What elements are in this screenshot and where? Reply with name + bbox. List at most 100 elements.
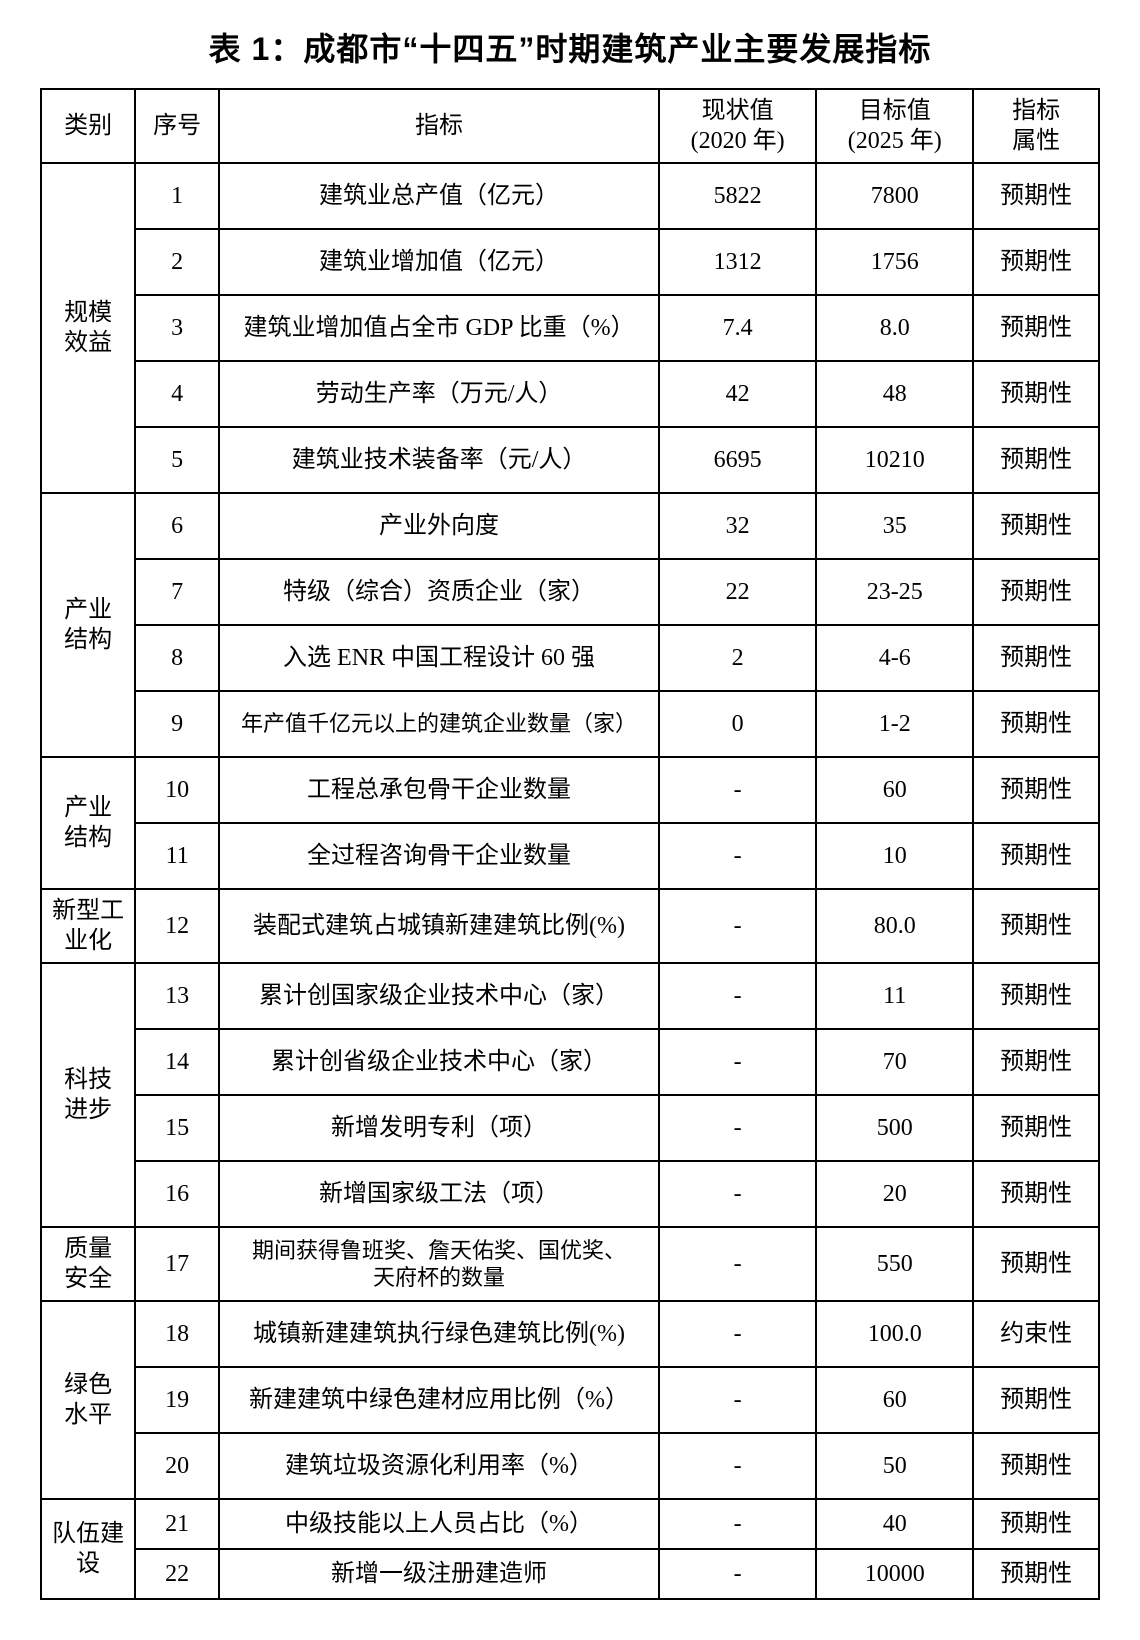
category-cell: 队伍建设 [41, 1499, 135, 1599]
value2020-cell: - [659, 1367, 816, 1433]
attr-cell: 预期性 [973, 361, 1099, 427]
table-title: 表 1：成都市“十四五”时期建筑产业主要发展指标 [40, 24, 1100, 70]
value2025-cell: 10210 [816, 427, 973, 493]
index-cell: 2 [135, 229, 219, 295]
value2025-cell: 80.0 [816, 889, 973, 963]
value2020-cell: 42 [659, 361, 816, 427]
table-body: 规模效益1建筑业总产值（亿元）58227800预期性2建筑业增加值（亿元）131… [41, 163, 1099, 1599]
index-cell: 15 [135, 1095, 219, 1161]
value2025-cell: 500 [816, 1095, 973, 1161]
table-row: 7特级（综合）资质企业（家）2223-25预期性 [41, 559, 1099, 625]
value2025-cell: 35 [816, 493, 973, 559]
value2025-cell: 8.0 [816, 295, 973, 361]
table-row: 质量安全17期间获得鲁班奖、詹天佑奖、国优奖、天府杯的数量-550预期性 [41, 1227, 1099, 1301]
col-metric: 指标 [219, 89, 659, 163]
value2020-cell: - [659, 1095, 816, 1161]
table-row: 14累计创省级企业技术中心（家）-70预期性 [41, 1029, 1099, 1095]
category-cell: 质量安全 [41, 1227, 135, 1301]
attr-cell: 预期性 [973, 691, 1099, 757]
metric-cell: 建筑业增加值占全市 GDP 比重（%） [219, 295, 659, 361]
metric-cell: 累计创国家级企业技术中心（家） [219, 963, 659, 1029]
metric-cell: 新建建筑中绿色建材应用比例（%） [219, 1367, 659, 1433]
category-cell: 规模效益 [41, 163, 135, 493]
metric-cell: 全过程咨询骨干企业数量 [219, 823, 659, 889]
value2020-cell: - [659, 1029, 816, 1095]
value2020-cell: 5822 [659, 163, 816, 229]
index-cell: 5 [135, 427, 219, 493]
value2025-cell: 60 [816, 757, 973, 823]
metric-cell: 入选 ENR 中国工程设计 60 强 [219, 625, 659, 691]
value2020-cell: 32 [659, 493, 816, 559]
value2025-cell: 20 [816, 1161, 973, 1227]
table-row: 科技进步13累计创国家级企业技术中心（家）-11预期性 [41, 963, 1099, 1029]
table-header-row: 类别 序号 指标 现状值(2020 年) 目标值(2025 年) 指标属性 [41, 89, 1099, 163]
table-row: 2建筑业增加值（亿元）13121756预期性 [41, 229, 1099, 295]
index-cell: 3 [135, 295, 219, 361]
attr-cell: 预期性 [973, 427, 1099, 493]
category-cell: 新型工业化 [41, 889, 135, 963]
value2020-cell: 2 [659, 625, 816, 691]
attr-cell: 预期性 [973, 1161, 1099, 1227]
table-row: 产业结构10工程总承包骨干企业数量-60预期性 [41, 757, 1099, 823]
value2025-cell: 7800 [816, 163, 973, 229]
value2025-cell: 40 [816, 1499, 973, 1549]
attr-cell: 预期性 [973, 625, 1099, 691]
value2020-cell: - [659, 1549, 816, 1599]
table-row: 8入选 ENR 中国工程设计 60 强24-6预期性 [41, 625, 1099, 691]
index-cell: 9 [135, 691, 219, 757]
index-cell: 19 [135, 1367, 219, 1433]
table-row: 5建筑业技术装备率（元/人）669510210预期性 [41, 427, 1099, 493]
table-row: 15新增发明专利（项）-500预期性 [41, 1095, 1099, 1161]
value2025-cell: 48 [816, 361, 973, 427]
metric-cell: 特级（综合）资质企业（家） [219, 559, 659, 625]
metric-cell: 城镇新建建筑执行绿色建筑比例(%) [219, 1301, 659, 1367]
index-cell: 7 [135, 559, 219, 625]
attr-cell: 预期性 [973, 823, 1099, 889]
metric-cell: 产业外向度 [219, 493, 659, 559]
value2020-cell: - [659, 1301, 816, 1367]
index-cell: 13 [135, 963, 219, 1029]
value2020-cell: 22 [659, 559, 816, 625]
value2025-cell: 1756 [816, 229, 973, 295]
metric-cell: 期间获得鲁班奖、詹天佑奖、国优奖、天府杯的数量 [219, 1227, 659, 1301]
metric-cell: 建筑业技术装备率（元/人） [219, 427, 659, 493]
col-value2025: 目标值(2025 年) [816, 89, 973, 163]
value2020-cell: 0 [659, 691, 816, 757]
metric-cell: 建筑业增加值（亿元） [219, 229, 659, 295]
attr-cell: 预期性 [973, 1499, 1099, 1549]
value2020-cell: - [659, 757, 816, 823]
table-row: 新型工业化12装配式建筑占城镇新建建筑比例(%)-80.0预期性 [41, 889, 1099, 963]
attr-cell: 预期性 [973, 1095, 1099, 1161]
value2025-cell: 50 [816, 1433, 973, 1499]
metric-cell: 装配式建筑占城镇新建建筑比例(%) [219, 889, 659, 963]
table-row: 11全过程咨询骨干企业数量-10预期性 [41, 823, 1099, 889]
index-cell: 6 [135, 493, 219, 559]
value2020-cell: 7.4 [659, 295, 816, 361]
value2025-cell: 11 [816, 963, 973, 1029]
index-cell: 21 [135, 1499, 219, 1549]
index-cell: 10 [135, 757, 219, 823]
attr-cell: 预期性 [973, 1367, 1099, 1433]
attr-cell: 预期性 [973, 493, 1099, 559]
index-cell: 20 [135, 1433, 219, 1499]
index-cell: 22 [135, 1549, 219, 1599]
attr-cell: 预期性 [973, 229, 1099, 295]
metric-cell: 中级技能以上人员占比（%） [219, 1499, 659, 1549]
value2025-cell: 23-25 [816, 559, 973, 625]
index-cell: 1 [135, 163, 219, 229]
index-cell: 12 [135, 889, 219, 963]
indicators-table: 类别 序号 指标 现状值(2020 年) 目标值(2025 年) 指标属性 规模… [40, 88, 1100, 1600]
index-cell: 17 [135, 1227, 219, 1301]
value2020-cell: - [659, 889, 816, 963]
attr-cell: 预期性 [973, 889, 1099, 963]
value2020-cell: - [659, 1499, 816, 1549]
table-row: 绿色水平18城镇新建建筑执行绿色建筑比例(%)-100.0约束性 [41, 1301, 1099, 1367]
attr-cell: 预期性 [973, 757, 1099, 823]
attr-cell: 预期性 [973, 559, 1099, 625]
category-cell: 产业结构 [41, 757, 135, 889]
col-index: 序号 [135, 89, 219, 163]
attr-cell: 预期性 [973, 1549, 1099, 1599]
metric-cell: 建筑业总产值（亿元） [219, 163, 659, 229]
table-row: 产业结构6产业外向度3235预期性 [41, 493, 1099, 559]
table-row: 规模效益1建筑业总产值（亿元）58227800预期性 [41, 163, 1099, 229]
